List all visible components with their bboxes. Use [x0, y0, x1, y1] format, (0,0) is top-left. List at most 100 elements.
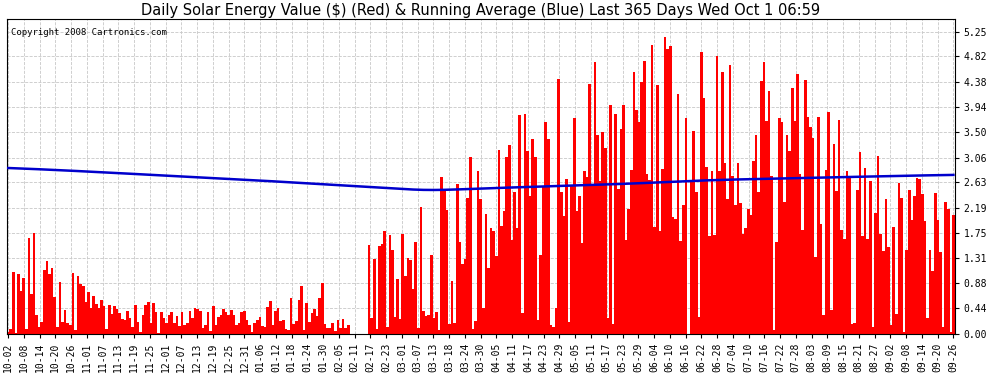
Bar	[791, 88, 794, 334]
Bar	[526, 152, 529, 334]
Bar	[729, 64, 732, 334]
Bar	[152, 303, 154, 334]
Bar	[591, 185, 594, 334]
Bar	[674, 219, 677, 334]
Bar	[682, 205, 685, 334]
Bar	[898, 183, 900, 334]
Bar	[828, 112, 830, 334]
Bar	[147, 302, 149, 334]
Bar	[740, 203, 742, 334]
Bar	[783, 201, 786, 334]
Bar	[303, 330, 305, 334]
Bar	[752, 161, 754, 334]
Bar	[498, 150, 500, 334]
Bar	[567, 322, 570, 334]
Bar	[679, 241, 682, 334]
Bar	[669, 46, 671, 334]
Bar	[823, 315, 825, 334]
Bar	[50, 267, 53, 334]
Bar	[882, 251, 885, 334]
Bar	[433, 318, 436, 334]
Bar	[82, 286, 84, 334]
Bar	[298, 300, 300, 334]
Bar	[482, 308, 485, 334]
Bar	[345, 328, 346, 334]
Bar	[666, 49, 669, 334]
Bar	[617, 189, 620, 334]
Bar	[845, 171, 848, 334]
Bar	[861, 236, 864, 334]
Bar	[773, 330, 775, 334]
Bar	[812, 138, 815, 334]
Bar	[648, 180, 650, 334]
Bar	[334, 331, 337, 334]
Bar	[186, 323, 188, 334]
Bar	[244, 311, 246, 334]
Bar	[524, 114, 526, 334]
Bar	[425, 316, 428, 334]
Bar	[586, 177, 588, 334]
Bar	[911, 220, 913, 334]
Bar	[337, 320, 340, 334]
Bar	[698, 317, 700, 334]
Bar	[292, 324, 295, 334]
Bar	[492, 231, 495, 334]
Bar	[641, 82, 644, 334]
Bar	[490, 228, 492, 334]
Bar	[636, 110, 638, 334]
Bar	[573, 118, 575, 334]
Bar	[77, 276, 79, 334]
Bar	[66, 322, 69, 334]
Bar	[913, 196, 916, 334]
Bar	[430, 255, 433, 334]
Bar	[399, 319, 402, 334]
Bar	[554, 308, 557, 334]
Bar	[332, 324, 334, 334]
Bar	[313, 309, 316, 334]
Bar	[92, 296, 95, 334]
Bar	[754, 135, 757, 334]
Bar	[908, 190, 911, 334]
Bar	[266, 307, 269, 334]
Bar	[217, 317, 220, 334]
Bar	[565, 179, 567, 334]
Bar	[836, 190, 838, 334]
Bar	[474, 321, 477, 334]
Bar	[134, 305, 137, 334]
Bar	[116, 309, 119, 334]
Bar	[775, 242, 778, 334]
Bar	[630, 170, 633, 334]
Bar	[129, 318, 132, 334]
Bar	[274, 311, 277, 334]
Bar	[557, 79, 560, 334]
Bar	[300, 286, 303, 334]
Bar	[544, 122, 546, 334]
Bar	[248, 325, 250, 334]
Bar	[9, 328, 12, 334]
Bar	[132, 327, 134, 334]
Bar	[671, 217, 674, 334]
Bar	[28, 238, 30, 334]
Bar	[250, 332, 253, 334]
Bar	[417, 328, 420, 334]
Bar	[874, 213, 877, 334]
Bar	[858, 152, 861, 334]
Bar	[170, 312, 173, 334]
Bar	[74, 330, 77, 334]
Bar	[825, 170, 828, 334]
Bar	[466, 198, 469, 334]
Bar	[383, 231, 386, 334]
Bar	[236, 326, 238, 334]
Bar	[695, 192, 698, 334]
Bar	[423, 311, 425, 334]
Bar	[690, 182, 692, 334]
Bar	[644, 61, 645, 334]
Bar	[420, 207, 423, 334]
Bar	[56, 327, 58, 334]
Bar	[33, 232, 36, 334]
Bar	[264, 327, 266, 334]
Bar	[165, 323, 167, 334]
Bar	[700, 53, 703, 334]
Bar	[685, 117, 687, 334]
Bar	[391, 250, 394, 334]
